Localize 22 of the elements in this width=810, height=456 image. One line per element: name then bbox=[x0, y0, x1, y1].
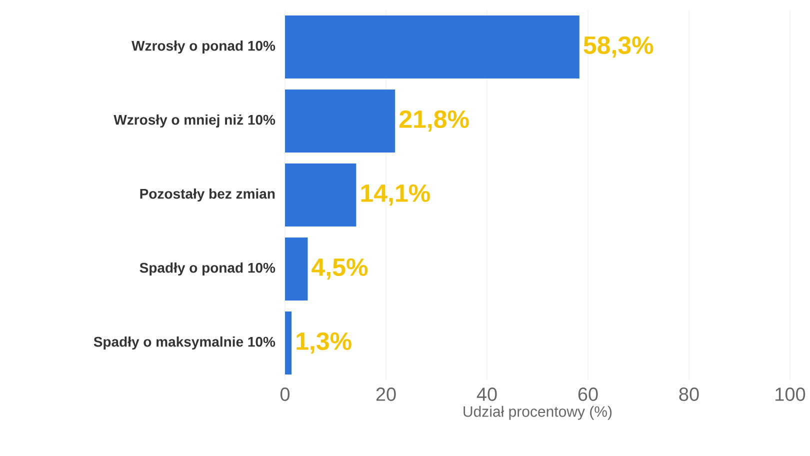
x-tick-label: 100 bbox=[776, 388, 806, 401]
x-tick-label: 80 bbox=[679, 388, 699, 401]
x-axis-title: Udział procentowy (%) bbox=[464, 406, 612, 420]
y-tick-label: Wzrosły o mniej niż 10% bbox=[114, 114, 276, 128]
x-tick-label: 40 bbox=[476, 388, 497, 401]
y-tick-label: Spadły o maksymalnie 10% bbox=[94, 336, 276, 350]
bar bbox=[285, 90, 396, 152]
data-label: 14,1% bbox=[361, 184, 430, 206]
x-tick-label: 60 bbox=[578, 388, 598, 401]
data-label: 1,3% bbox=[296, 332, 352, 354]
data-label: 58,3% bbox=[584, 36, 654, 58]
bar bbox=[285, 238, 308, 300]
x-tick-label: 0 bbox=[280, 388, 290, 401]
bar bbox=[285, 16, 580, 78]
bar bbox=[285, 164, 356, 226]
data-label: 4,5% bbox=[312, 258, 368, 280]
bar bbox=[285, 312, 292, 374]
data-label: 21,8% bbox=[399, 110, 469, 132]
x-tick-label: 20 bbox=[376, 388, 396, 401]
y-tick-label: Wzrosły o ponad 10% bbox=[132, 40, 276, 54]
y-tick-label: Pozostały bez zmian bbox=[140, 188, 275, 202]
y-tick-label: Spadły o ponad 10% bbox=[140, 262, 276, 276]
